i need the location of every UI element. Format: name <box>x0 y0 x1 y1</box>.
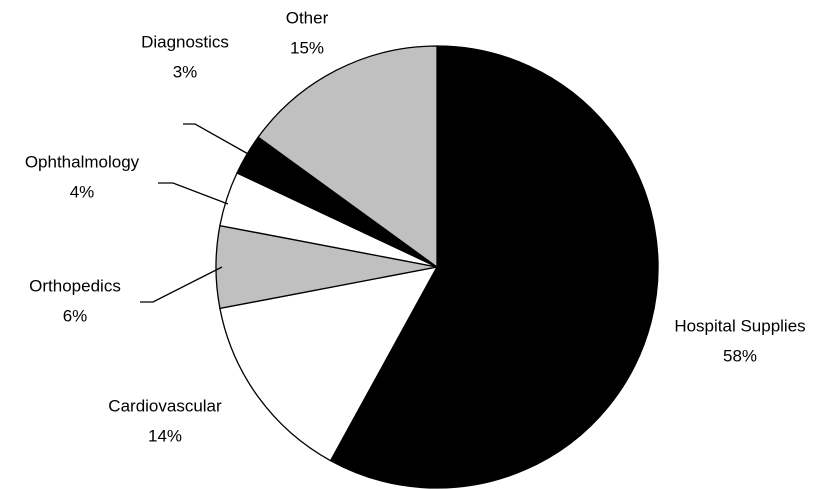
slice-label: Cardiovascular <box>108 396 222 415</box>
slice-label: Orthopedics <box>29 276 121 295</box>
slice-value-label: 15% <box>290 38 324 57</box>
slice-value-label: 3% <box>173 62 198 81</box>
slice-value-label: 6% <box>63 306 88 325</box>
slice-label: Diagnostics <box>141 32 229 51</box>
slice-label: Other <box>286 8 329 27</box>
leader-line <box>183 123 251 156</box>
slice-value-label: 4% <box>70 182 95 201</box>
leader-line <box>140 266 223 303</box>
leader-line <box>158 182 229 205</box>
pie-slice <box>219 266 439 462</box>
slice-value-label: 58% <box>723 346 757 365</box>
pie-slice <box>257 45 438 269</box>
slice-label: Hospital Supplies <box>674 316 805 335</box>
slice-value-label: 14% <box>148 426 182 445</box>
slice-label: Ophthalmology <box>25 152 140 171</box>
pie-slice <box>329 45 659 489</box>
